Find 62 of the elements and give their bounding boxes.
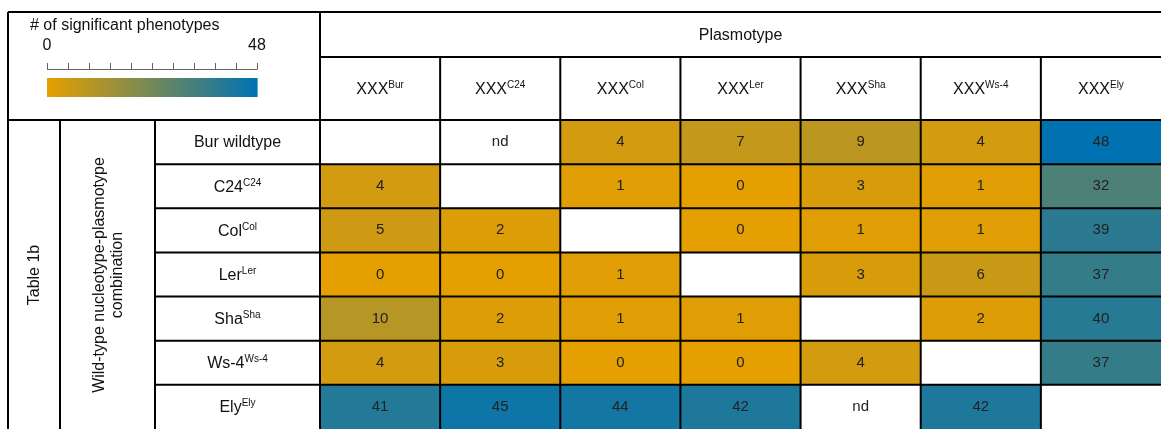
data-label: 39 (1092, 220, 1110, 238)
data-label: 48 (1092, 132, 1110, 150)
data-label: 2 (496, 220, 505, 238)
color-bar-title: # of significant phenotypes (30, 16, 220, 34)
data-label: 42 (972, 397, 990, 415)
data-label: 1 (616, 176, 625, 194)
data-label: 40 (1092, 308, 1110, 326)
data-label: 42 (732, 397, 749, 415)
y-tick-label: Ler$^{Ler}$ (218, 264, 257, 285)
x-tick-label: XXX$^{C24}$ (475, 78, 526, 99)
data-label: 5 (375, 220, 385, 238)
caption: Table 1b (25, 244, 43, 305)
y-tick-label: Col$^{Col}$ (217, 220, 258, 241)
data-label: 4 (856, 352, 865, 370)
data-label: 0 (736, 352, 745, 370)
y-tick-label: Sha$^{Sha}$ (214, 308, 261, 329)
data-label: 3 (496, 352, 505, 370)
data-label: 32 (1092, 176, 1110, 194)
y-tick-label: Ws-4$^{Ws-4}$ (207, 353, 268, 373)
data-label: 0 (496, 264, 505, 282)
data-label: 1 (856, 220, 865, 238)
data-label: 0 (375, 264, 385, 282)
data-label: 1 (616, 308, 625, 326)
text: nd (852, 397, 869, 415)
x-tick-label: XXX$^{Bur}$ (356, 78, 404, 99)
y-axis-title: Wild-type nucleotype-plasmotype combination (89, 155, 126, 395)
color-bar-label: 48 (248, 36, 266, 54)
data-label: 1 (976, 176, 985, 194)
data-label: 10 (371, 308, 389, 326)
data-label: 41 (371, 397, 389, 415)
data-label: 1 (976, 220, 985, 238)
data-label: 1 (736, 308, 745, 326)
x-tick-label: XXX$^{Sha}$ (835, 78, 886, 99)
data-label: 4 (976, 132, 985, 150)
data-label: 4 (375, 352, 385, 370)
y-tick-label: Ely$^{Ely}$ (219, 397, 256, 417)
y-tick-label: Bur wildtype (193, 133, 282, 152)
data-label: 6 (976, 264, 985, 282)
data-label: 2 (496, 308, 505, 326)
y-tick-label: C24$^{C24}$ (213, 176, 262, 196)
data-label: 3 (856, 264, 865, 282)
x-tick-label: XXX$^{Ely}$ (1077, 78, 1124, 99)
data-label: 3 (856, 176, 865, 194)
data-label: 2 (976, 308, 985, 326)
data-label: 37 (1092, 264, 1110, 282)
data-label: 0 (736, 176, 745, 194)
data-label: 7 (736, 132, 745, 150)
data-label: 45 (491, 397, 509, 415)
data-label: 1 (616, 264, 625, 282)
color-bar-label: 0 (42, 36, 52, 54)
x-axis-title: Plasmotype (698, 25, 783, 44)
data-label: 44 (612, 397, 629, 415)
data-label: 0 (736, 220, 745, 238)
x-tick-label: XXX$^{Col}$ (596, 78, 644, 99)
x-tick-label: XXX$^{Ler}$ (717, 78, 764, 99)
data-label: 37 (1092, 352, 1110, 370)
data-label: 9 (856, 132, 865, 150)
data-label: 4 (616, 132, 625, 150)
text: nd (491, 132, 509, 150)
x-tick-label: XXX$^{Ws-4}$ (953, 78, 1009, 99)
data-label: 4 (375, 176, 385, 194)
data-label: 0 (616, 352, 625, 370)
